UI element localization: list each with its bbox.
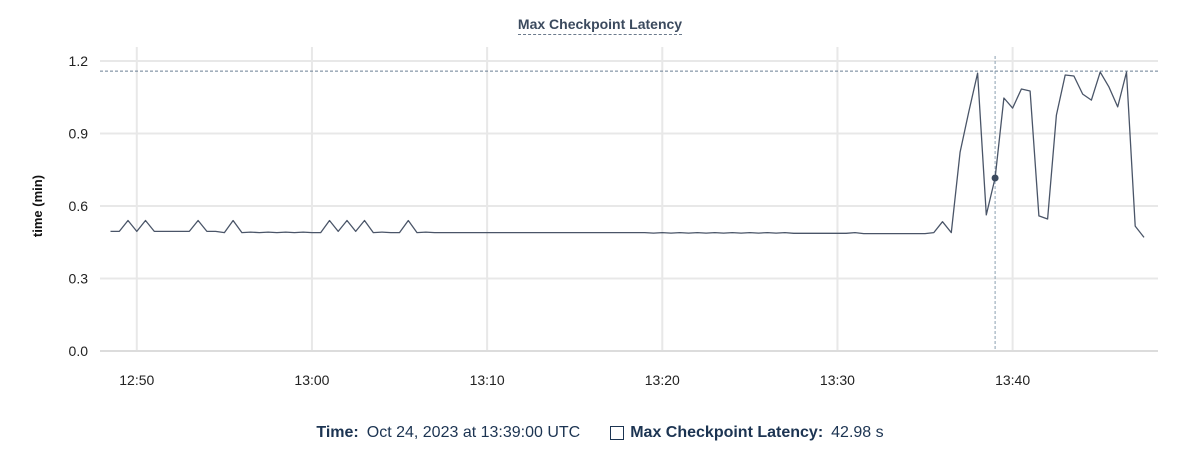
- x-tick-label: 13:00: [294, 372, 329, 388]
- x-tick-label: 13:40: [995, 372, 1030, 388]
- y-axis-label: time (min): [30, 175, 45, 237]
- y-tick-label: 0.6: [69, 198, 89, 214]
- x-tick-label: 13:10: [470, 372, 505, 388]
- y-tick-label: 1.2: [69, 53, 89, 69]
- x-tick-label: 13:30: [820, 372, 855, 388]
- y-tick-label: 0.3: [69, 271, 89, 287]
- series-value: 42.98 s: [831, 424, 884, 441]
- series-checkbox[interactable]: [610, 426, 625, 440]
- time-label: Time:: [316, 424, 359, 441]
- hover-legend: Time: Oct 24, 2023 at 13:39:00 UTC Max C…: [0, 424, 1200, 442]
- time-value: Oct 24, 2023 at 13:39:00 UTC: [366, 424, 581, 441]
- x-tick-label: 13:20: [645, 372, 680, 388]
- y-tick-label: 0.0: [69, 343, 89, 359]
- series-line: [110, 71, 1145, 238]
- x-tick-label: 12:50: [119, 372, 154, 388]
- series-label: Max Checkpoint Latency:: [630, 424, 824, 441]
- chart-title: Max Checkpoint Latency: [0, 16, 1200, 35]
- hover-point: [991, 174, 999, 182]
- y-tick-label: 0.9: [69, 126, 89, 142]
- chart-title-text: Max Checkpoint Latency: [517, 16, 683, 35]
